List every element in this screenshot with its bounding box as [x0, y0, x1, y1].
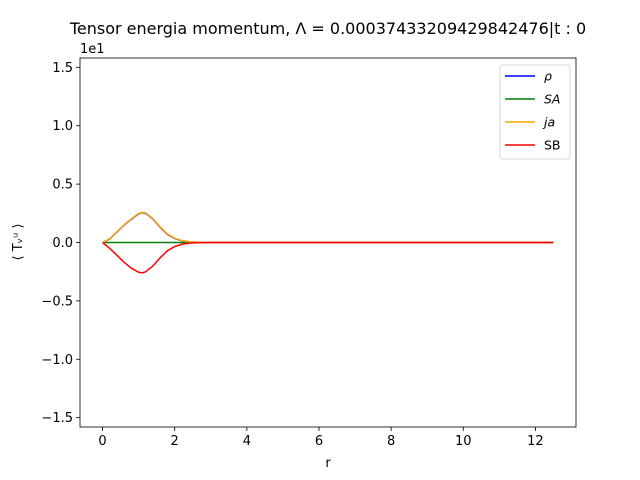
y-axis-label: ⟨ Tᵥᵘ ⟩	[11, 223, 26, 260]
legend-label: SB	[544, 138, 561, 153]
legend-box	[499, 64, 571, 160]
y-tick-label: 1.0	[52, 119, 73, 134]
legend-entry: SA	[505, 92, 561, 107]
legend-entry: ja	[505, 115, 555, 130]
x-tick-label: 2	[171, 434, 179, 449]
y-tick-label: −1.0	[41, 353, 73, 368]
y-offset-label: 1e1	[80, 42, 105, 57]
legend-label: SA	[544, 92, 561, 107]
x-tick-label: 6	[315, 434, 323, 449]
legend-label: ρ	[544, 69, 552, 84]
legend-entry: SB	[505, 138, 561, 153]
y-tick-label: 1.5	[52, 61, 73, 76]
x-axis-label: r	[325, 456, 331, 471]
x-axis: 0 2 4 6 8 10 12	[98, 427, 544, 449]
y-tick-label: 0.5	[52, 178, 73, 193]
x-tick-label: 4	[243, 434, 251, 449]
x-tick-label: 8	[387, 434, 395, 449]
chart-title: Tensor energia momentum, Λ = 0.000374332…	[69, 19, 586, 38]
legend-entry: ρ	[505, 69, 552, 84]
x-tick-label: 12	[527, 434, 544, 449]
x-tick-label: 0	[98, 434, 106, 449]
y-tick-label: −0.5	[41, 294, 73, 309]
series-layer	[102, 211, 554, 274]
legend: ρ SA ja SB	[499, 64, 571, 160]
legend-label: ja	[542, 115, 555, 130]
y-tick-label: 0.0	[52, 236, 73, 251]
y-tick-label: −1.5	[41, 411, 73, 426]
series-line-3	[102, 241, 554, 274]
y-axis: −1.5 −1.0 −0.5 0.0 0.5 1.0 1.5	[41, 61, 80, 426]
x-tick-label: 10	[455, 434, 472, 449]
